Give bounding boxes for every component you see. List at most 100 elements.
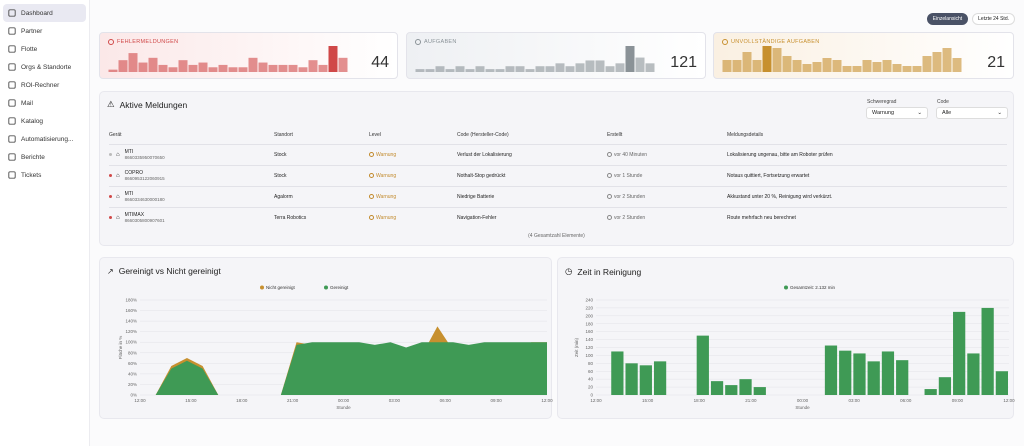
kpi-bar [515, 66, 525, 72]
kpi-bar [338, 57, 348, 72]
area-series-gereinigt[interactable] [140, 360, 219, 395]
y-tick-label: 240 [585, 298, 593, 303]
column-header[interactable]: Level [369, 131, 381, 138]
x-tick-label: 12:00 [1003, 398, 1015, 403]
level-cell: Warnung [369, 185, 457, 207]
time-bar[interactable] [653, 361, 667, 395]
time-chart-title: ◷ Zeit in Reinigung [565, 266, 642, 277]
time-bar[interactable] [867, 361, 880, 395]
severity-filter[interactable]: Warnung ⌄ [866, 107, 928, 119]
sidebar-item-berichte[interactable]: Berichte [3, 148, 86, 166]
table-row[interactable]: ⌂ MTI 8660334630000180 Agalorm Warnung Niedri… [109, 185, 1007, 207]
kpi-bar [158, 64, 168, 72]
legend-swatch [324, 285, 328, 290]
sidebar-item-label: Tickets [21, 171, 42, 179]
kpi-bar [912, 66, 922, 72]
time-bar[interactable] [725, 385, 738, 395]
y-tick-label: 40 [588, 377, 594, 382]
x-tick-label: 12:00 [134, 398, 146, 403]
single-view-button[interactable]: Einzelansicht [926, 13, 969, 25]
y-tick-label: 80% [128, 350, 137, 355]
last-24h-button[interactable]: Letzte 24 Std. [972, 13, 1015, 25]
code-filter[interactable]: Alle ⌄ [936, 107, 1008, 119]
x-tick-label: 09:00 [952, 398, 964, 403]
x-tick-label: 12:00 [590, 398, 602, 403]
time-bar[interactable] [995, 371, 1008, 395]
kpi-bar [605, 66, 615, 72]
kpi-bar [615, 63, 625, 72]
column-header[interactable]: Erstellt [607, 131, 623, 138]
kpi-icon [722, 39, 728, 45]
kpi-bar [208, 67, 218, 72]
level-cell: Warnung [369, 206, 457, 228]
table-row[interactable]: ⌂ MTIMAX 8660305800907601 Terra Robotics War… [109, 206, 1007, 228]
kpi-value: 121 [670, 54, 697, 71]
legend-label: Gesamtzeit: 2.132 min [790, 285, 836, 290]
kpi-card-1: Aufgaben 121 [406, 32, 706, 79]
sidebar-item-mail[interactable]: Mail [3, 94, 86, 112]
table-row[interactable]: ⌂ COPRO 8660953122060915 Stock Warnung Nothal… [109, 164, 1007, 186]
sidebar-item-label: ROI-Rechner [21, 81, 60, 89]
sidebar-item-roi-rechner[interactable]: ROI-Rechner [3, 76, 86, 94]
kpi-bar [902, 66, 912, 72]
clock-icon: ◷ [565, 266, 573, 276]
device-cell: ⌂ MTI 8660334630000180 [109, 185, 274, 207]
ticket-icon [8, 171, 16, 179]
time-bar[interactable] [696, 335, 709, 395]
time-bar[interactable] [625, 363, 638, 395]
column-header[interactable]: Standort [274, 131, 293, 138]
sidebar-item-dashboard[interactable]: Dashboard [3, 4, 86, 22]
time-bar[interactable] [639, 365, 652, 395]
time-bar[interactable] [753, 387, 766, 395]
building-icon [8, 63, 16, 71]
fleet-icon [8, 45, 16, 53]
time-bar[interactable] [710, 381, 724, 395]
column-header[interactable]: Gerät [109, 131, 122, 138]
area-series-gereinigt[interactable] [249, 342, 548, 395]
column-header[interactable]: Code (Hersteller-Code) [457, 131, 509, 138]
kpi-bar [872, 62, 882, 72]
robot-icon: ⌂ [116, 151, 120, 158]
trend-icon: ↗ [107, 266, 114, 276]
sidebar-item-flotte[interactable]: Flotte [3, 40, 86, 58]
warning-icon [369, 152, 374, 157]
kpi-bar [525, 69, 535, 72]
x-tick-label: 21:00 [745, 398, 757, 403]
device-cell: ⌂ MTI 8660335950070650 [109, 143, 274, 165]
time-bar[interactable] [924, 389, 937, 395]
x-tick-label: 03:00 [848, 398, 860, 403]
time-bar[interactable] [938, 377, 952, 395]
kpi-bar [138, 62, 148, 72]
column-header[interactable]: Meldungsdetails [727, 131, 764, 138]
sidebar-item-katalog[interactable]: Katalog [3, 112, 86, 130]
sidebar-item-partner[interactable]: Partner [3, 22, 86, 40]
cleaned-chart-title: ↗ Gereinigt vs Nicht gereinigt [107, 266, 221, 276]
sidebar-item-automatisierung[interactable]: Automatisierung... [3, 130, 86, 148]
sidebar-item-orgs-standorte[interactable]: Orgs & Standorte [3, 58, 86, 76]
time-bar[interactable] [839, 350, 852, 395]
time-bar[interactable] [853, 353, 866, 395]
time-bar[interactable] [881, 351, 895, 395]
y-tick-label: 120% [125, 329, 137, 334]
kpi-bar [782, 56, 792, 72]
y-tick-label: 100 [585, 353, 593, 358]
status-dot [109, 153, 112, 156]
time-bar[interactable] [981, 307, 994, 395]
sidebar-item-tickets[interactable]: Tickets [3, 166, 86, 184]
x-tick-label: 00:00 [338, 398, 350, 403]
time-bar[interactable] [739, 379, 752, 395]
time-bar[interactable] [967, 353, 980, 395]
kpi-bar [832, 60, 842, 72]
kpi-label: Unvollständige Aufgaben [722, 39, 1005, 45]
legend-swatch [260, 285, 264, 290]
warning-icon: ⚠ [107, 99, 115, 109]
time-bar[interactable] [896, 360, 909, 395]
table-row[interactable]: ⌂ MTI 8660335950070650 Stock Warnung Verlust … [109, 143, 1007, 165]
kpi-sparkbars [722, 46, 962, 72]
time-bar[interactable] [953, 311, 966, 395]
time-bar[interactable] [611, 351, 624, 395]
y-tick-label: 60 [588, 369, 594, 374]
time-bar[interactable] [824, 345, 838, 395]
kpi-bar [505, 66, 515, 72]
code-cell: Nothalt-Stop gedrückt [457, 164, 607, 186]
